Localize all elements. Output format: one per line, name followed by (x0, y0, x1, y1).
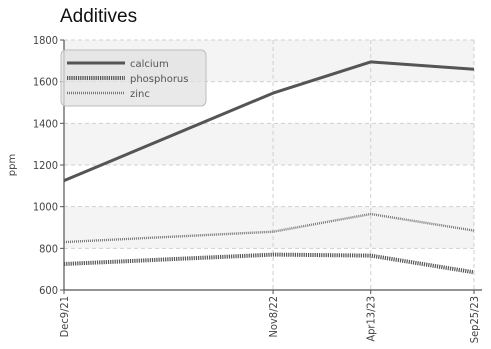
grid-band (64, 123, 474, 165)
y-tick-label: 800 (39, 242, 58, 255)
y-tick-label: 600 (39, 284, 58, 297)
y-tick-label: 1600 (33, 76, 58, 89)
series-line-phosphorus (63, 252, 475, 275)
legend-label-zinc: zinc (130, 89, 150, 100)
series-line-zinc (63, 212, 475, 244)
x-tick-label: Sep25/23 (468, 296, 481, 343)
grid-band (64, 206, 474, 249)
y-tick-label: 1200 (33, 159, 58, 172)
x-tick-label: Nov8/22 (267, 296, 280, 338)
legend-label-phosphorus: phosphorus (130, 74, 188, 85)
legend: calcium phosphorus zinc (60, 49, 207, 107)
series-line-calcium (63, 60, 475, 182)
y-axis-label: ppm (7, 154, 18, 176)
x-tick-label: Apr13/23 (365, 296, 378, 342)
tick-labels: 600 800 1000 1200 1400 1600 1800 Dec9/21 Nov8/22… (33, 34, 481, 343)
y-tick-label: 1400 (33, 117, 58, 130)
y-tick-label: 1800 (33, 34, 58, 47)
series-lines (63, 60, 475, 275)
chart-title: Additives (60, 6, 138, 27)
y-tick-label: 1000 (33, 201, 58, 214)
legend-label-calcium: calcium (130, 59, 169, 70)
x-tick-label: Dec9/21 (58, 296, 71, 337)
